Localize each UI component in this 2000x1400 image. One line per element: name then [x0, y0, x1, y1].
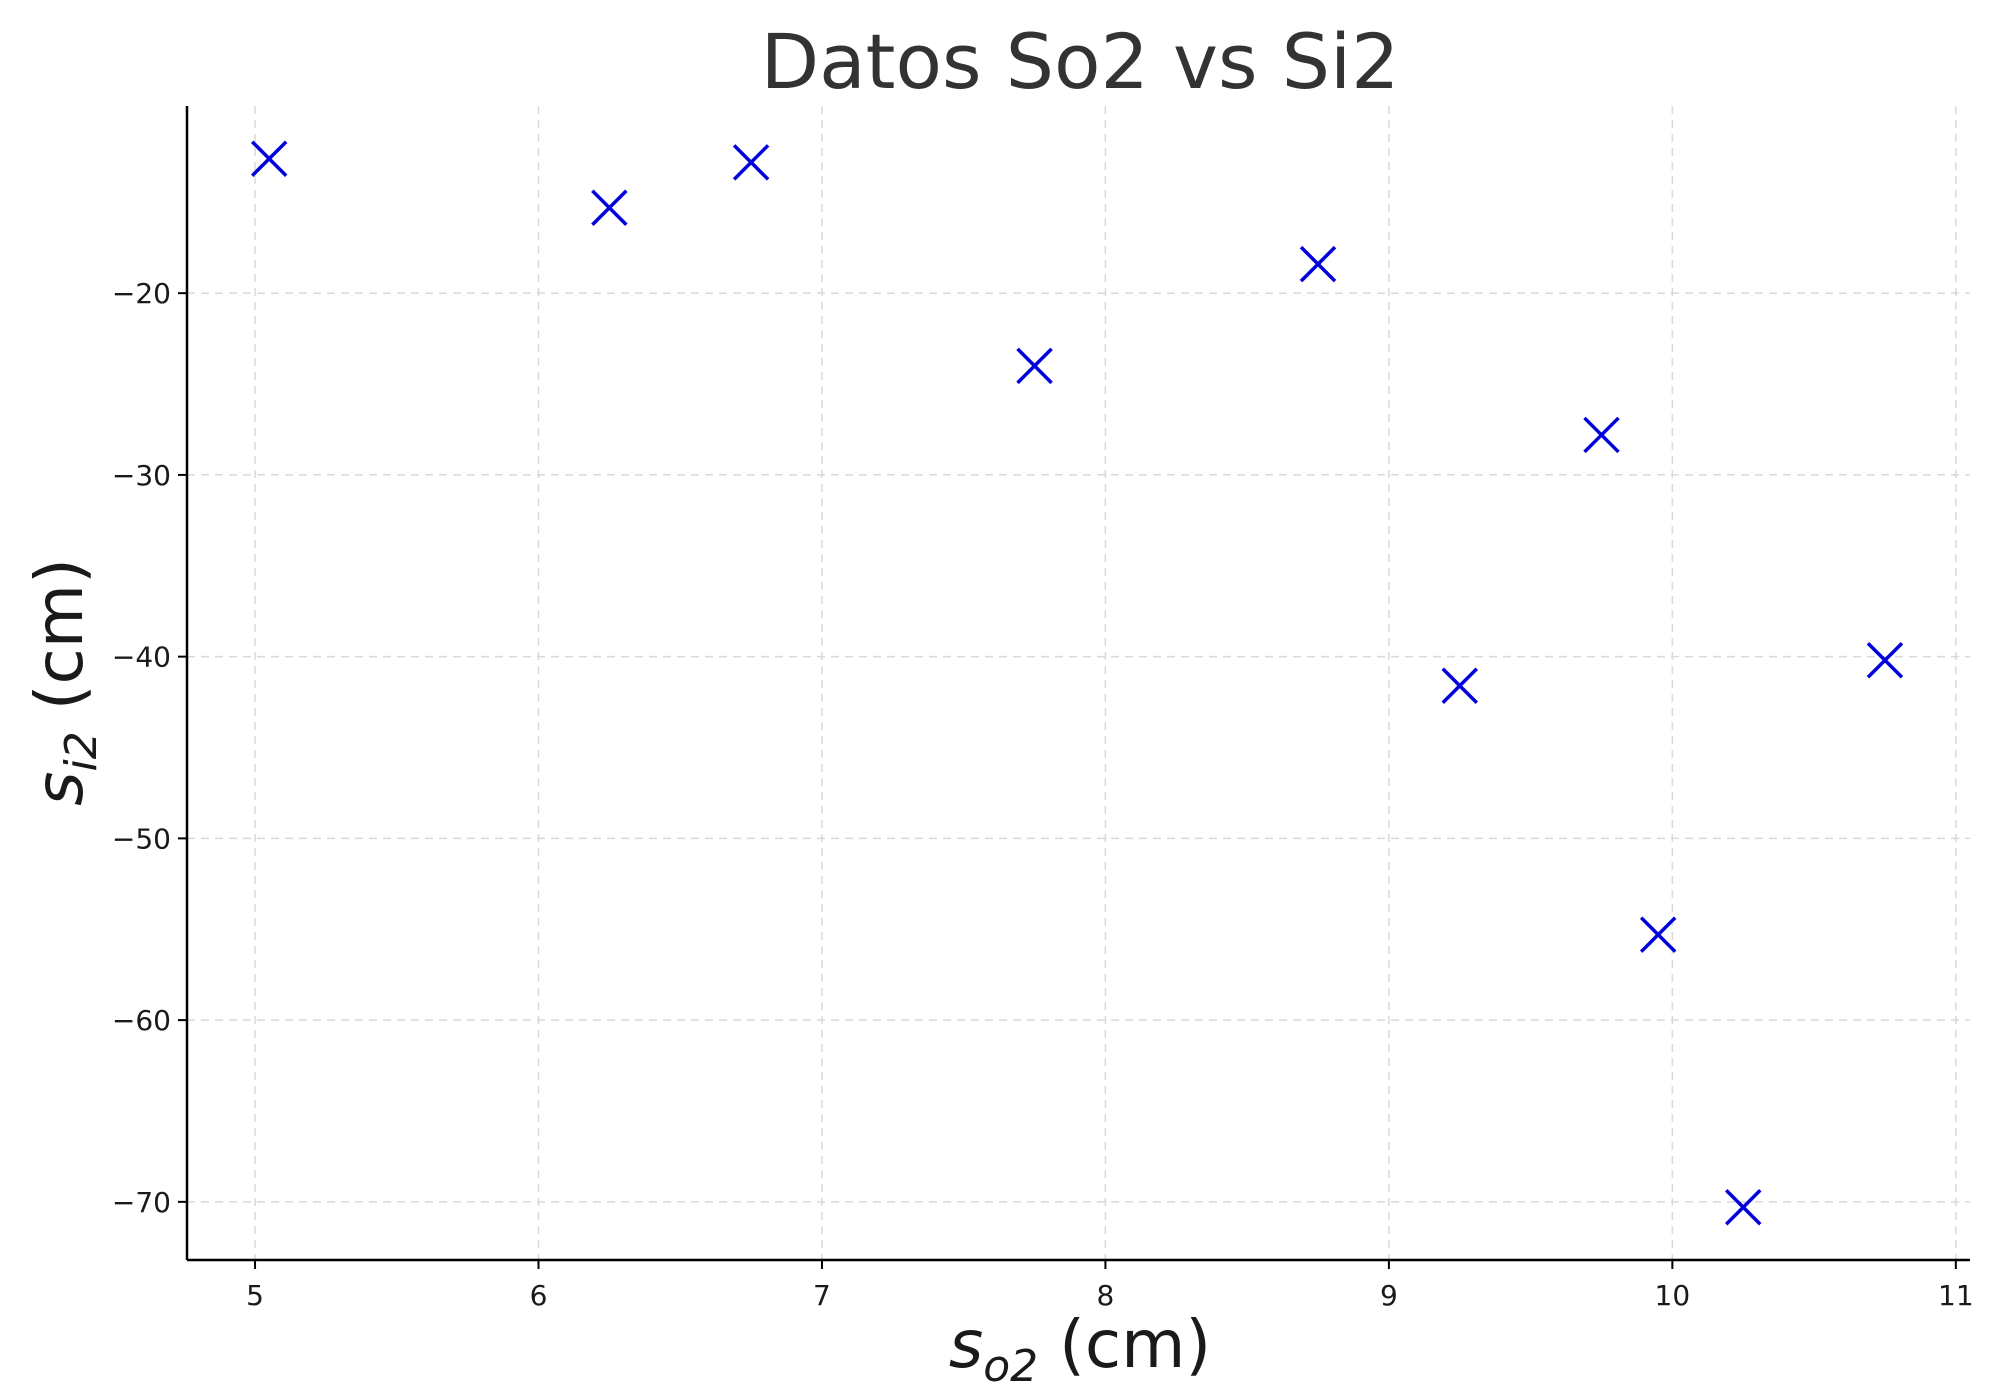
y-tick-label: −50: [112, 822, 171, 855]
data-point: [1724, 1189, 1762, 1226]
x-tick-label: 7: [813, 1279, 831, 1312]
data-points: [250, 140, 1904, 1226]
x-axis-label-base: s: [949, 1306, 983, 1383]
data-point: [1016, 347, 1053, 385]
grid: [187, 106, 1970, 1260]
x-axis-label: so2 (cm): [949, 1306, 1211, 1392]
data-point: [1639, 916, 1677, 953]
x-tick-label: 8: [1097, 1279, 1115, 1312]
y-axis-label: si2 (cm): [21, 558, 107, 806]
x-axis-label-subscript: o2: [983, 1341, 1038, 1392]
y-tick-label: −20: [112, 277, 171, 310]
x-tick-label: 9: [1380, 1279, 1398, 1312]
y-tick-label: −70: [112, 1186, 171, 1219]
data-point: [1299, 245, 1337, 283]
x-tick-label: 6: [530, 1279, 548, 1312]
x-tick-label: 5: [246, 1279, 264, 1312]
data-point: [250, 140, 288, 177]
data-point: [1583, 416, 1620, 454]
x-tick-label: 10: [1655, 1279, 1691, 1312]
data-point: [1441, 667, 1478, 704]
data-point: [1866, 642, 1904, 679]
chart-title: Datos So2 vs Si2: [761, 17, 1400, 106]
data-point: [591, 189, 628, 227]
y-axis-label-unit: (cm): [21, 558, 98, 731]
axes: [178, 106, 1970, 1269]
data-point: [732, 144, 770, 181]
y-tick-label: −60: [112, 1004, 171, 1037]
tick-labels: 5 6 7 8 9 10 11 −20 −30 −40 −50 −60 −70: [112, 277, 1974, 1312]
y-axis-label-subscript: i2: [56, 731, 107, 771]
y-tick-label: −40: [112, 641, 171, 674]
y-tick-label: −30: [112, 459, 171, 492]
y-axis-label-base: s: [21, 771, 98, 805]
x-tick-label: 11: [1938, 1279, 1974, 1312]
x-axis-label-unit: (cm): [1038, 1306, 1211, 1383]
